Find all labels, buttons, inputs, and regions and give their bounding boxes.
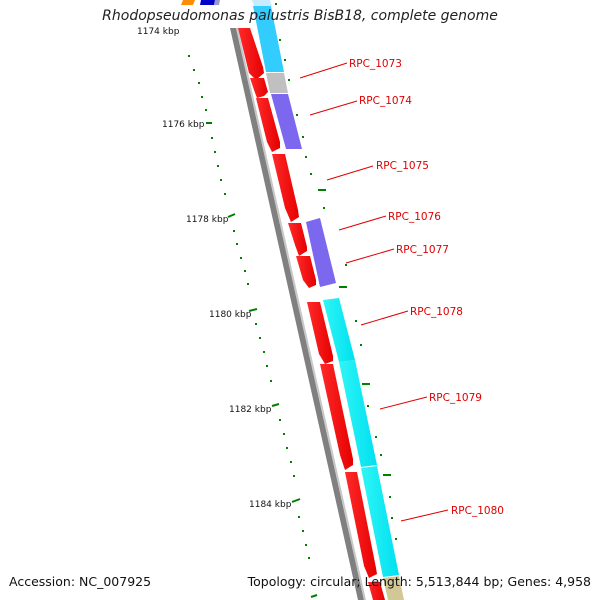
cds-arrow bbox=[272, 154, 299, 222]
genome-backbone bbox=[230, 28, 366, 600]
cds-arrow bbox=[320, 364, 353, 470]
scale-label: 1176 kbp bbox=[162, 120, 205, 130]
gene-label-rpc-1079[interactable]: RPC_1079 bbox=[429, 392, 482, 404]
gene-label-rpc-1075[interactable]: RPC_1075 bbox=[376, 160, 429, 172]
map-title: Rhodopseudomonas palustris BisB18, compl… bbox=[102, 8, 498, 24]
cds-arrow bbox=[288, 223, 307, 256]
partial-features-top bbox=[181, 0, 272, 6]
cds-arrow bbox=[256, 98, 280, 152]
scale-labels: 1174 kbp 1176 kbp 1178 kbp 1180 kbp 1182… bbox=[137, 27, 292, 510]
gene-label-rpc-1073[interactable]: RPC_1073 bbox=[349, 58, 402, 70]
gene-label-rpc-1078[interactable]: RPC_1078 bbox=[410, 306, 463, 318]
gene-label-rpc-1076[interactable]: RPC_1076 bbox=[388, 211, 441, 223]
cds-arrow bbox=[238, 28, 264, 80]
scale-label: 1174 kbp bbox=[137, 27, 180, 37]
scale-label: 1184 kbp bbox=[249, 500, 292, 510]
cds-arrow bbox=[307, 302, 333, 364]
scale-label: 1180 kbp bbox=[209, 310, 252, 320]
ruler-ticks bbox=[188, 55, 318, 598]
gene-label-rpc-1077[interactable]: RPC_1077 bbox=[396, 244, 449, 256]
gene-label-rpc-1074[interactable]: RPC_1074 bbox=[359, 95, 412, 107]
feature-blocks bbox=[253, 6, 404, 600]
cds-arrow bbox=[250, 78, 268, 98]
genome-summary-text: Topology: circular; Length: 5,513,844 bp… bbox=[247, 574, 591, 589]
cds-arrow bbox=[368, 582, 385, 600]
cds-features bbox=[238, 28, 385, 600]
scale-label: 1182 kbp bbox=[229, 405, 272, 415]
gene-label-leaders bbox=[299, 62, 449, 522]
cds-arrow bbox=[296, 256, 316, 288]
gene-labels: RPC_1073 RPC_1074 RPC_1075 RPC_1076 RPC_… bbox=[349, 58, 504, 517]
scale-label: 1178 kbp bbox=[186, 215, 229, 225]
gene-label-rpc-1080[interactable]: RPC_1080 bbox=[451, 505, 504, 517]
outer-ring-ticks bbox=[275, 3, 397, 540]
cds-arrow bbox=[345, 472, 377, 578]
accession-text: Accession: NC_007925 bbox=[9, 574, 152, 589]
